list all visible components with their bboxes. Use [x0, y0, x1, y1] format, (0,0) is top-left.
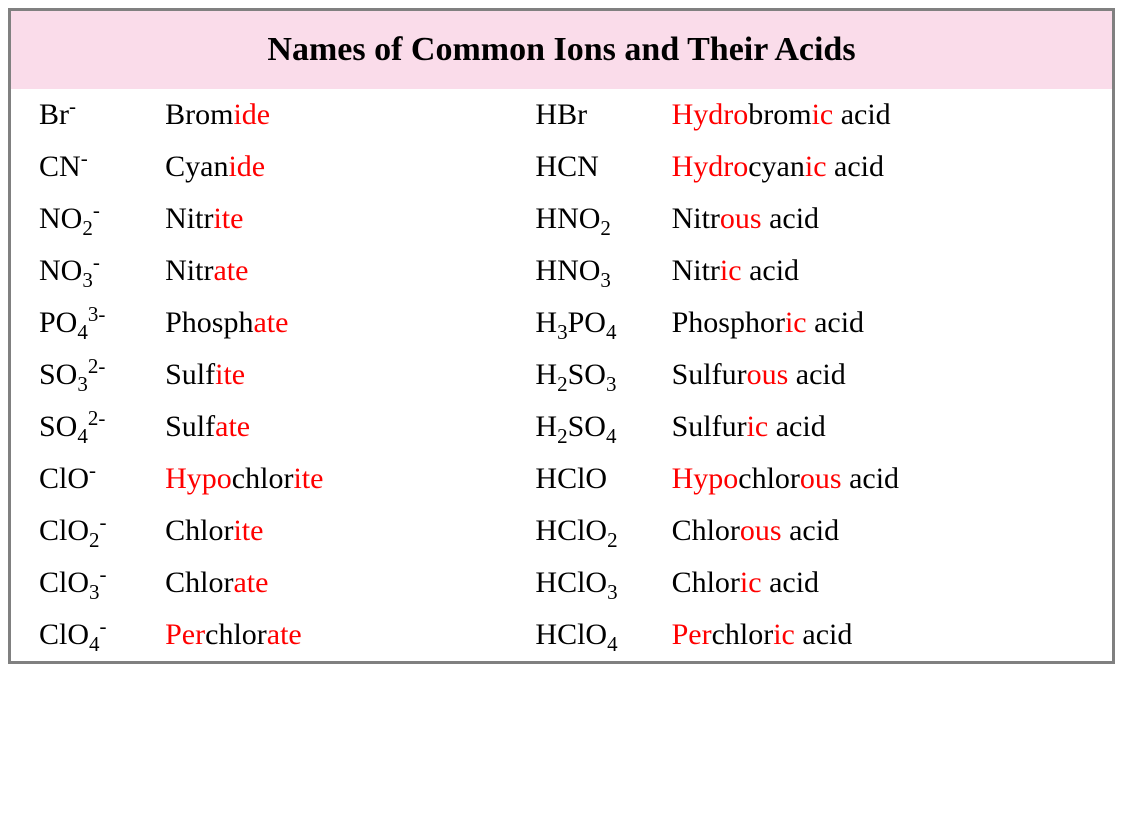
ion-name-cell: Hypochlorite [165, 453, 495, 505]
table-row: SO42-SulfateH2SO4Sulfuric acid [11, 401, 1112, 453]
table-row: PO43-PhosphateH3PO4Phosphoric acid [11, 297, 1112, 349]
acid-formula-cell: H2SO3 [495, 349, 671, 401]
table-row: SO32-SulfiteH2SO3Sulfurous acid [11, 349, 1112, 401]
ion-name-cell: Nitrate [165, 245, 495, 297]
acid-formula-cell: HNO3 [495, 245, 671, 297]
acid-formula-cell: HClO [495, 453, 671, 505]
ion-name-cell: Chlorite [165, 505, 495, 557]
ion-formula-cell: CN- [11, 141, 165, 193]
acid-formula-cell: HClO4 [495, 609, 671, 661]
ion-formula-cell: Br- [11, 89, 165, 141]
ion-formula-cell: NO2- [11, 193, 165, 245]
table-title: Names of Common Ions and Their Acids [267, 31, 855, 69]
acid-name-cell: Hypochlorous acid [672, 453, 1112, 505]
acid-formula-cell: H3PO4 [495, 297, 671, 349]
acid-name-cell: Phosphoric acid [672, 297, 1112, 349]
acid-formula-cell: HBr [495, 89, 671, 141]
table-row: NO3-NitrateHNO3Nitric acid [11, 245, 1112, 297]
table-row: CN-CyanideHCNHydrocyanic acid [11, 141, 1112, 193]
ion-name-cell: Nitrite [165, 193, 495, 245]
ion-formula-cell: ClO3- [11, 557, 165, 609]
ion-name-cell: Sulfate [165, 401, 495, 453]
acid-name-cell: Hydrocyanic acid [672, 141, 1112, 193]
acid-name-cell: Perchloric acid [672, 609, 1112, 661]
ion-acid-table-body: Br-BromideHBrHydrobromic acidCN-CyanideH… [11, 89, 1112, 661]
ion-acid-table-frame: Names of Common Ions and Their Acids Br-… [8, 8, 1115, 664]
acid-name-cell: Nitric acid [672, 245, 1112, 297]
acid-name-cell: Nitrous acid [672, 193, 1112, 245]
ion-name-cell: Chlorate [165, 557, 495, 609]
acid-formula-cell: HClO3 [495, 557, 671, 609]
acid-formula-cell: HClO2 [495, 505, 671, 557]
ion-name-cell: Sulfite [165, 349, 495, 401]
ion-formula-cell: ClO- [11, 453, 165, 505]
acid-formula-cell: H2SO4 [495, 401, 671, 453]
ion-formula-cell: PO43- [11, 297, 165, 349]
ion-name-cell: Cyanide [165, 141, 495, 193]
table-row: NO2-NitriteHNO2Nitrous acid [11, 193, 1112, 245]
ion-formula-cell: ClO4- [11, 609, 165, 661]
ion-name-cell: Bromide [165, 89, 495, 141]
ion-formula-cell: SO32- [11, 349, 165, 401]
acid-name-cell: Sulfuric acid [672, 401, 1112, 453]
ion-acid-table: Br-BromideHBrHydrobromic acidCN-CyanideH… [11, 89, 1112, 661]
ion-name-cell: Perchlorate [165, 609, 495, 661]
ion-name-cell: Phosphate [165, 297, 495, 349]
acid-name-cell: Chlorous acid [672, 505, 1112, 557]
acid-name-cell: Hydrobromic acid [672, 89, 1112, 141]
ion-formula-cell: ClO2- [11, 505, 165, 557]
table-row: ClO4-PerchlorateHClO4Perchloric acid [11, 609, 1112, 661]
ion-formula-cell: NO3- [11, 245, 165, 297]
ion-formula-cell: SO42- [11, 401, 165, 453]
title-bar: Names of Common Ions and Their Acids [11, 11, 1112, 89]
table-row: ClO3-ChlorateHClO3Chloric acid [11, 557, 1112, 609]
acid-formula-cell: HNO2 [495, 193, 671, 245]
table-row: ClO2-ChloriteHClO2Chlorous acid [11, 505, 1112, 557]
acid-formula-cell: HCN [495, 141, 671, 193]
table-row: Br-BromideHBrHydrobromic acid [11, 89, 1112, 141]
acid-name-cell: Chloric acid [672, 557, 1112, 609]
table-row: ClO-HypochloriteHClOHypochlorous acid [11, 453, 1112, 505]
acid-name-cell: Sulfurous acid [672, 349, 1112, 401]
